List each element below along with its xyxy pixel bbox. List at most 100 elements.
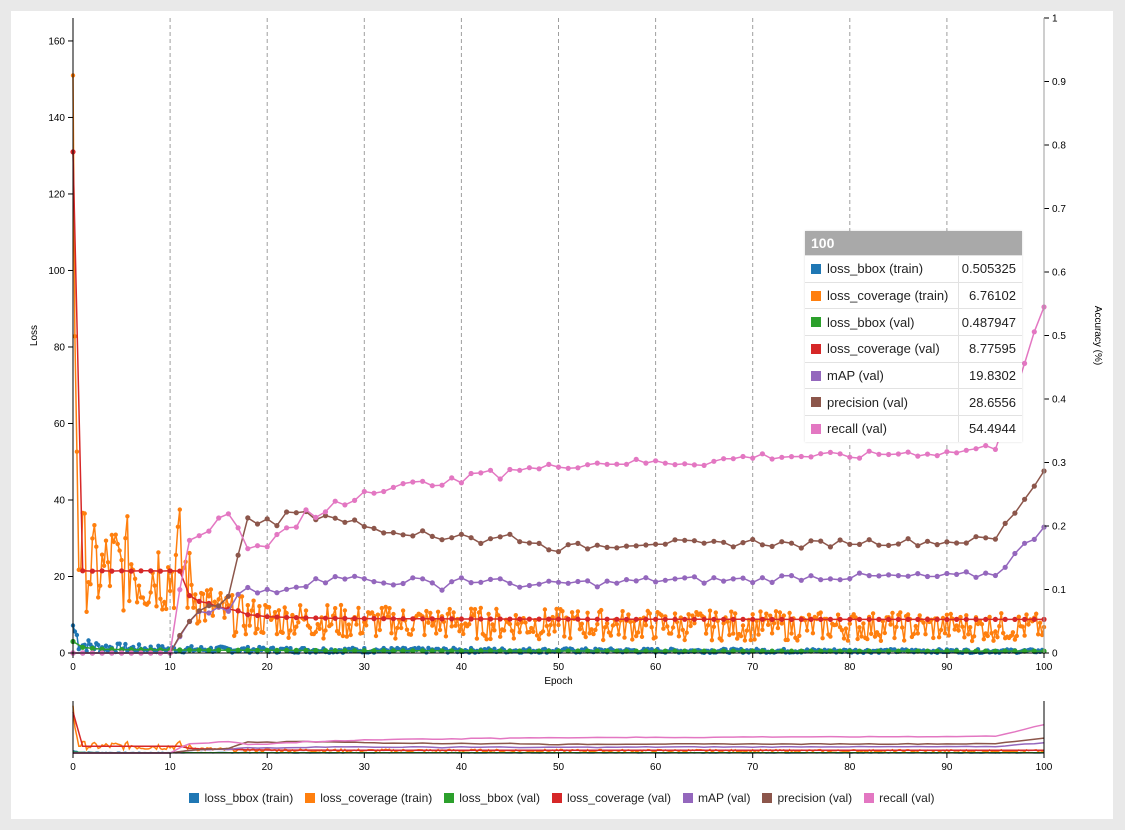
data-point-precision-val xyxy=(585,546,591,552)
data-point-loss-coverage-train xyxy=(599,607,604,613)
data-point-loss-coverage-val xyxy=(750,616,756,622)
data-point-map-val xyxy=(662,577,668,583)
legend-item-precision-val[interactable]: precision (val) xyxy=(762,791,852,805)
data-point-recall-val xyxy=(672,462,678,468)
data-point-loss-coverage-train xyxy=(789,631,794,636)
legend-item-recall-val[interactable]: recall (val) xyxy=(864,791,935,805)
data-point-loss-coverage-train xyxy=(383,604,388,610)
data-point-loss-bbox-val xyxy=(186,647,193,653)
data-point-loss-coverage-val xyxy=(847,616,853,623)
data-point-loss-coverage-val xyxy=(633,616,639,622)
data-point-loss-coverage-train xyxy=(513,613,518,618)
data-point-loss-coverage-train xyxy=(589,627,594,632)
data-point-loss-coverage-val xyxy=(594,616,600,622)
data-point-loss-coverage-train xyxy=(482,633,487,638)
legend-item-loss-bbox-train[interactable]: loss_bbox (train) xyxy=(189,791,293,805)
data-point-loss-bbox-val xyxy=(80,644,86,650)
data-point-loss-coverage-train xyxy=(451,610,456,615)
data-point-loss-coverage-train xyxy=(494,606,499,612)
legend-item-loss-coverage-train[interactable]: loss_coverage (train) xyxy=(305,791,432,805)
data-point-loss-coverage-train xyxy=(938,627,944,633)
data-point-loss-coverage-val xyxy=(682,616,688,622)
data-point-loss-coverage-val xyxy=(721,616,727,622)
data-point-loss-coverage-train xyxy=(498,634,503,639)
data-point-map-val xyxy=(390,582,396,588)
data-point-recall-val xyxy=(410,479,416,485)
data-point-loss-coverage-train xyxy=(542,607,548,612)
data-point-precision-val xyxy=(672,537,678,543)
data-point-loss-bbox-val xyxy=(449,648,455,654)
legend-item-map-val[interactable]: mAP (val) xyxy=(683,791,750,805)
data-point-loss-coverage-train xyxy=(134,600,140,605)
data-point-loss-coverage-train xyxy=(426,620,431,625)
data-point-loss-coverage-val xyxy=(186,593,193,599)
data-point-loss-coverage-train xyxy=(544,623,549,629)
data-point-loss-bbox-val xyxy=(730,648,736,654)
data-point-loss-coverage-val xyxy=(235,608,241,614)
data-point-loss-coverage-val xyxy=(468,616,474,622)
data-point-loss-coverage-train xyxy=(779,621,784,626)
legend-item-loss-coverage-val[interactable]: loss_coverage (val) xyxy=(551,791,671,805)
data-point-recall-val xyxy=(653,458,659,464)
data-point-recall-val xyxy=(847,454,853,460)
data-point-loss-coverage-train xyxy=(325,603,330,608)
data-point-loss-coverage-val xyxy=(856,616,863,623)
data-point-loss-coverage-train xyxy=(501,628,507,633)
data-point-loss-coverage-train xyxy=(492,628,497,633)
data-point-loss-coverage-train xyxy=(369,610,375,615)
data-point-map-val xyxy=(866,573,872,579)
data-point-precision-val xyxy=(623,543,630,549)
legend-item-loss-bbox-val[interactable]: loss_bbox (val) xyxy=(444,791,540,805)
data-point-recall-val xyxy=(711,458,717,464)
data-point-loss-coverage-val xyxy=(361,616,367,622)
data-point-precision-val xyxy=(808,538,814,544)
data-point-precision-val xyxy=(682,537,688,543)
data-point-loss-coverage-train xyxy=(1037,620,1043,625)
y2-tick-label: 0.5 xyxy=(1052,331,1066,342)
data-point-loss-bbox-val xyxy=(487,648,494,654)
data-point-precision-val xyxy=(565,542,571,548)
data-point-loss-bbox-val xyxy=(740,648,746,654)
data-point-precision-val xyxy=(517,539,523,545)
data-point-precision-val xyxy=(449,535,455,541)
data-point-loss-coverage-val xyxy=(429,616,435,622)
data-point-loss-coverage-train xyxy=(818,610,823,615)
data-point-loss-bbox-val xyxy=(303,647,309,654)
tooltip-swatch xyxy=(811,423,821,434)
data-point-recall-val xyxy=(575,465,581,471)
data-point-loss-coverage-train xyxy=(768,613,773,618)
data-point-loss-coverage-train xyxy=(1010,630,1016,635)
data-point-recall-val xyxy=(186,537,193,543)
data-point-loss-coverage-train xyxy=(952,627,957,632)
data-point-loss-bbox-val xyxy=(895,648,902,654)
overview-series-group[interactable] xyxy=(72,705,1045,754)
data-point-loss-coverage-train xyxy=(344,634,349,639)
data-point-loss-bbox-val xyxy=(876,648,882,654)
data-point-loss-coverage-train xyxy=(735,636,740,641)
data-point-map-val xyxy=(701,580,707,586)
data-point-loss-coverage-train xyxy=(684,630,689,635)
data-point-loss-coverage-val xyxy=(332,615,338,621)
data-point-precision-val xyxy=(691,538,698,544)
data-point-recall-val xyxy=(225,511,231,517)
data-point-recall-val xyxy=(730,456,736,462)
data-point-loss-coverage-train xyxy=(971,634,977,639)
data-point-loss-bbox-val xyxy=(594,648,600,654)
data-point-loss-coverage-train xyxy=(1012,637,1018,642)
y-tick-label: 160 xyxy=(48,36,65,47)
data-point-loss-bbox-val xyxy=(507,648,513,654)
data-point-recall-val xyxy=(293,524,299,530)
data-point-precision-val xyxy=(798,545,804,551)
data-point-loss-bbox-val xyxy=(633,648,639,654)
data-point-loss-bbox-val xyxy=(429,648,435,654)
data-point-loss-coverage-train xyxy=(760,627,765,632)
data-point-recall-val xyxy=(944,449,950,455)
tooltip-series-label: loss_bbox (val) xyxy=(827,314,915,330)
data-point-loss-coverage-train xyxy=(121,608,126,613)
data-point-loss-coverage-train xyxy=(870,611,876,616)
data-point-loss-coverage-train xyxy=(103,538,109,543)
data-point-precision-val xyxy=(740,540,746,546)
data-point-map-val xyxy=(847,576,853,582)
data-point-loss-coverage-train xyxy=(865,636,870,642)
data-point-loss-coverage-train xyxy=(527,629,532,635)
